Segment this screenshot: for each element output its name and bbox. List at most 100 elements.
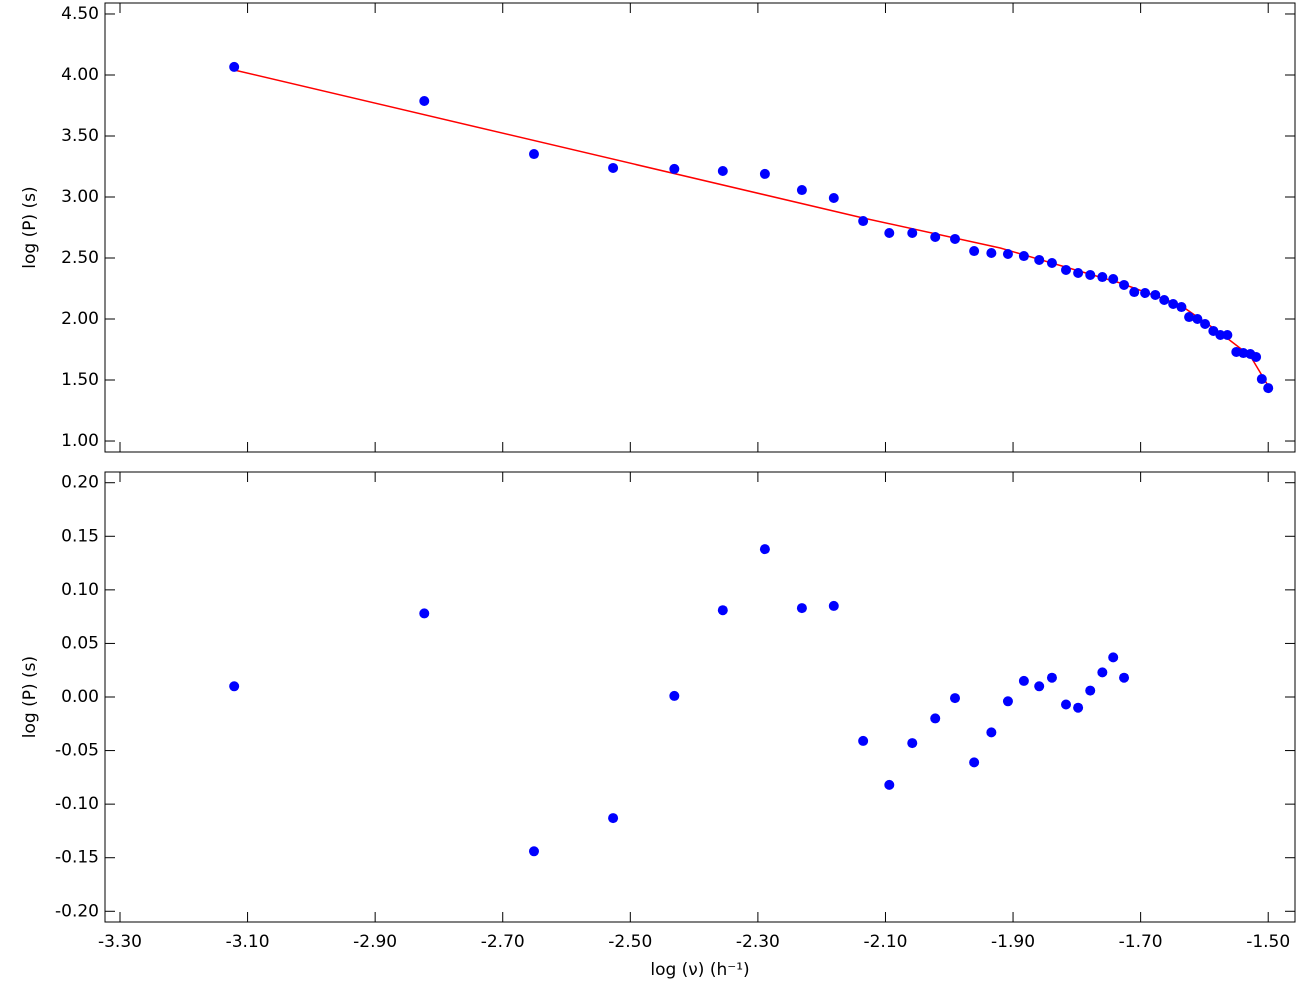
y-tick-label: 4.00	[61, 65, 99, 85]
data-point	[969, 246, 980, 257]
x-axis-label: log (ν) (h⁻¹)	[650, 960, 749, 980]
data-point	[930, 232, 941, 243]
data-point	[1002, 696, 1013, 707]
data-point	[1108, 273, 1119, 284]
data-point	[1046, 258, 1057, 269]
data-point	[1176, 302, 1187, 313]
y-axis-label: log (P) (s)	[20, 656, 40, 738]
y-tick-label: 3.50	[61, 126, 99, 146]
y-tick-label: 1.50	[61, 370, 99, 390]
x-tick-label: -2.90	[353, 932, 397, 952]
x-tick-label: -2.50	[608, 932, 652, 952]
data-point	[884, 227, 895, 238]
data-point	[1073, 268, 1084, 279]
y-tick-label: 1.00	[61, 431, 99, 451]
data-point	[1119, 672, 1130, 683]
data-point	[419, 95, 430, 106]
data-point	[1034, 254, 1045, 265]
x-tick-label: -1.90	[991, 932, 1035, 952]
y-tick-label: -0.05	[55, 741, 99, 761]
x-tick-label: -3.10	[226, 932, 270, 952]
data-point	[717, 605, 728, 616]
data-point	[717, 166, 728, 177]
data-point	[1140, 288, 1151, 299]
data-point	[1263, 383, 1274, 394]
data-point	[1018, 675, 1029, 686]
data-point	[950, 693, 960, 704]
data-point	[969, 757, 980, 768]
data-point	[1085, 685, 1096, 696]
data-point	[1073, 702, 1084, 713]
data-point	[858, 216, 869, 227]
y-tick-label: -0.15	[55, 848, 99, 868]
data-point	[1046, 672, 1057, 683]
data-point	[419, 608, 430, 619]
y-tick-label: 2.50	[61, 248, 99, 268]
data-point	[669, 690, 680, 701]
x-tick-label: -3.30	[98, 932, 142, 952]
y-tick-label: 0.10	[61, 580, 99, 600]
data-point	[828, 192, 839, 203]
data-point	[1018, 251, 1029, 262]
x-tick-label: -2.10	[863, 932, 907, 952]
data-point	[907, 738, 918, 749]
y-tick-label: 2.00	[61, 309, 99, 329]
fit-line	[234, 69, 1271, 390]
data-point	[229, 681, 240, 692]
data-point	[229, 61, 240, 72]
y-tick-label: 0.15	[61, 526, 99, 546]
data-point	[986, 727, 997, 738]
y-axis-label: log (P) (s)	[20, 186, 40, 268]
data-point	[1034, 681, 1045, 692]
data-point	[1200, 319, 1211, 330]
data-point	[608, 162, 619, 173]
data-point	[1097, 667, 1108, 678]
data-point	[986, 248, 997, 259]
data-point	[1184, 312, 1195, 323]
data-point	[1060, 264, 1071, 275]
data-point	[1002, 248, 1013, 259]
data-point	[1251, 351, 1262, 362]
data-point	[1108, 652, 1119, 663]
y-tick-label: 0.20	[61, 473, 99, 493]
x-tick-label: -2.70	[481, 932, 525, 952]
data-point	[528, 149, 539, 160]
data-point	[608, 813, 619, 824]
x-tick-label: -1.70	[1119, 932, 1163, 952]
data-point	[1129, 287, 1140, 298]
plot-frame	[104, 2, 1296, 453]
y-tick-label: 4.50	[61, 4, 99, 24]
data-point	[796, 185, 807, 196]
data-point	[828, 600, 839, 611]
data-point	[1192, 314, 1203, 325]
data-point	[759, 544, 770, 555]
y-tick-label: 0.05	[61, 633, 99, 653]
data-point	[669, 163, 680, 174]
y-tick-label: 3.00	[61, 187, 99, 207]
data-point	[528, 846, 539, 857]
y-tick-label: -0.10	[55, 794, 99, 814]
data-point	[930, 713, 941, 724]
data-point	[1119, 279, 1130, 290]
data-point	[1215, 329, 1226, 340]
data-point	[759, 168, 770, 179]
data-point	[1168, 299, 1179, 310]
data-point	[1060, 699, 1071, 710]
data-point	[1150, 289, 1161, 300]
data-point	[907, 227, 918, 238]
y-tick-label: -0.20	[55, 901, 99, 921]
data-point	[1256, 374, 1267, 385]
data-point	[950, 233, 960, 244]
data-point	[1222, 329, 1233, 340]
data-point	[858, 735, 869, 746]
x-tick-label: -2.30	[736, 932, 780, 952]
data-point	[796, 603, 807, 614]
plot-frame	[104, 471, 1296, 923]
data-point	[1159, 294, 1170, 305]
data-point	[1097, 272, 1108, 283]
x-tick-label: -1.50	[1246, 932, 1290, 952]
data-point	[884, 779, 895, 790]
data-point	[1085, 269, 1096, 280]
y-tick-label: 0.00	[61, 687, 99, 707]
